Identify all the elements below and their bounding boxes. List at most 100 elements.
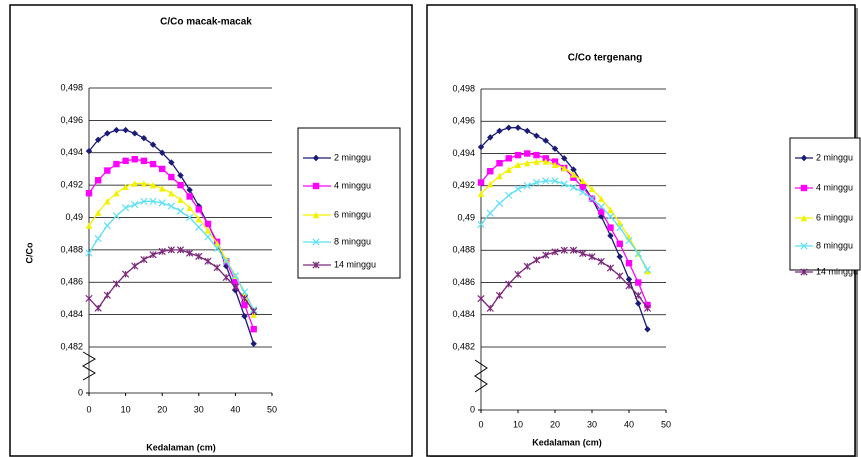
marker: [312, 154, 320, 162]
marker: [168, 173, 175, 181]
marker: [158, 247, 166, 256]
axis-break: [82, 351, 96, 381]
marker-stroke: [588, 195, 596, 203]
marker: [588, 185, 596, 193]
marker: [514, 270, 522, 279]
y-tick-label: 0,484: [452, 309, 475, 319]
marker: [204, 227, 212, 234]
marker: [561, 164, 568, 172]
marker-stroke: [195, 223, 203, 231]
marker: [477, 143, 485, 151]
legend-label: 6 minggu: [816, 212, 853, 222]
x-tick-label: 50: [267, 404, 277, 414]
marker: [800, 214, 808, 222]
marker: [533, 158, 540, 165]
marker: [477, 190, 485, 198]
marker: [204, 257, 212, 265]
marker: [113, 190, 120, 197]
marker: [625, 276, 633, 283]
legend-label: 6 minggu: [334, 209, 371, 219]
marker: [241, 301, 248, 309]
x-axis-title: Kedalaman (cm): [146, 442, 216, 452]
x-tick-label: 20: [550, 419, 560, 429]
marker: [644, 301, 651, 309]
marker-stroke: [542, 177, 550, 185]
marker: [312, 238, 320, 246]
marker-stroke: [85, 249, 93, 257]
marker: [597, 257, 605, 266]
marker: [85, 147, 93, 155]
marker-stroke: [505, 191, 513, 200]
x-tick-label: 40: [624, 419, 634, 429]
marker-stroke: [560, 180, 568, 188]
marker: [159, 185, 166, 192]
marker: [104, 130, 111, 137]
marker: [104, 198, 111, 205]
legend-label: 8 minggu: [816, 240, 853, 250]
x-tick-label: 0: [478, 419, 483, 429]
marker: [542, 177, 550, 185]
marker: [588, 253, 596, 261]
marker: [103, 221, 111, 230]
marker: [616, 219, 623, 227]
marker: [643, 265, 652, 274]
marker: [634, 249, 642, 258]
legend-label: 4 minggu: [816, 182, 853, 192]
marker: [222, 257, 230, 265]
x-tick-label: 40: [230, 404, 240, 414]
marker-stroke: [213, 244, 221, 252]
marker: [250, 311, 257, 318]
x-tick-label: 0: [86, 404, 91, 414]
panel-border: [426, 4, 856, 457]
marker: [477, 220, 485, 229]
y-tick-label: 0,49: [457, 212, 475, 222]
marker: [250, 340, 257, 347]
marker: [168, 190, 175, 197]
marker: [505, 124, 512, 131]
marker-stroke: [579, 188, 587, 196]
marker: [223, 262, 230, 270]
x-axis-title: Kedalaman (cm): [532, 437, 602, 447]
marker: [149, 197, 157, 205]
marker: [505, 155, 512, 162]
marker: [542, 155, 549, 162]
marker: [231, 272, 240, 280]
marker: [195, 252, 203, 260]
marker: [597, 203, 605, 211]
marker: [131, 156, 138, 163]
legend-label: 2 minggu: [334, 152, 371, 162]
marker: [579, 188, 587, 196]
marker: [625, 236, 633, 245]
marker: [524, 127, 531, 135]
marker-stroke: [495, 199, 504, 208]
marker: [800, 242, 808, 250]
marker: [213, 244, 221, 252]
marker: [158, 199, 166, 207]
marker: [222, 273, 230, 282]
y-tick-label: 0,494: [60, 147, 83, 157]
marker: [800, 268, 808, 276]
marker: [312, 182, 320, 190]
marker: [514, 124, 522, 131]
y-tick-label: 0,486: [452, 277, 475, 287]
y-tick-label: 0,496: [452, 116, 475, 126]
marker-stroke: [121, 204, 130, 212]
legend-label: 4 minggu: [334, 180, 371, 190]
marker: [616, 224, 624, 232]
marker: [542, 251, 550, 259]
legend-label: 8 minggu: [334, 236, 371, 246]
marker: [131, 262, 139, 270]
marker: [140, 255, 148, 264]
marker-stroke: [532, 178, 541, 187]
marker: [250, 325, 257, 333]
marker-stroke: [606, 212, 615, 221]
marker: [112, 280, 121, 288]
marker: [122, 126, 129, 134]
y-axis-title: C/Co: [24, 242, 34, 263]
marker: [523, 182, 531, 190]
marker: [477, 295, 485, 303]
x-tick-label: 30: [194, 404, 204, 414]
marker: [579, 249, 587, 258]
y-tick-label: 0,494: [452, 148, 475, 158]
marker-stroke: [477, 220, 485, 229]
